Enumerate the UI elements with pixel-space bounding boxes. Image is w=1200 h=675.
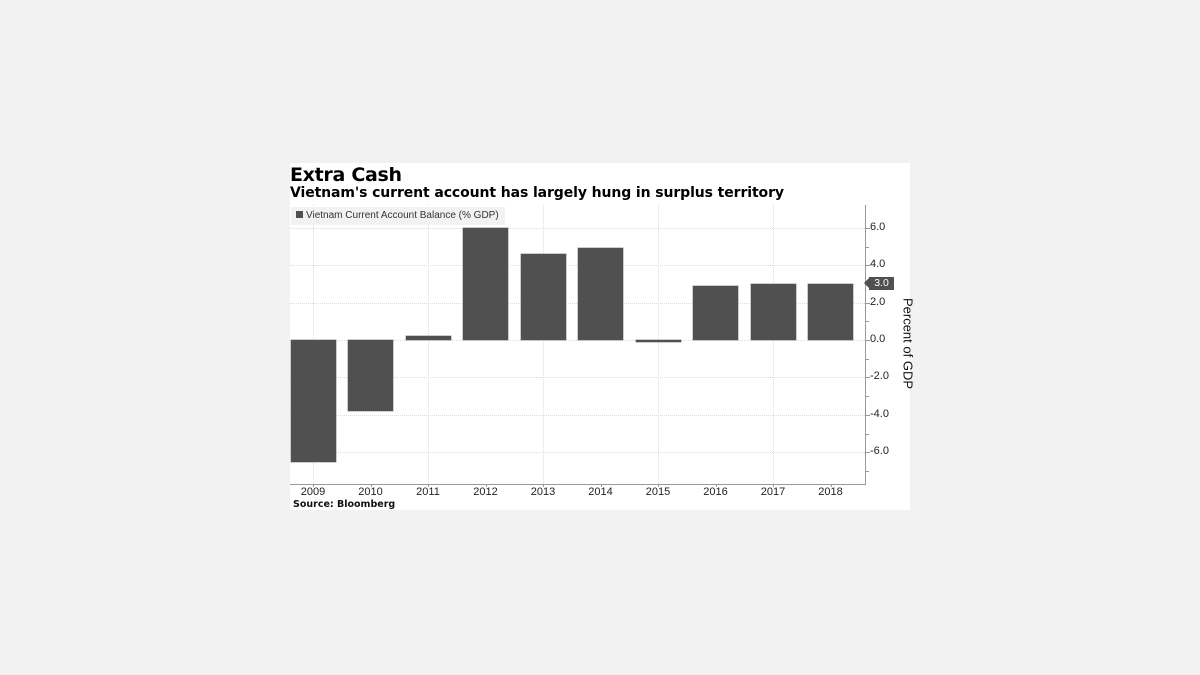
horizontal-gridline [290, 414, 865, 416]
y-minor-tick [866, 246, 869, 248]
y-tick [866, 414, 870, 416]
bar-2018[interactable] [808, 283, 853, 340]
legend-label: Vietnam Current Account Balance (% GDP) [306, 210, 499, 221]
x-tick [370, 484, 372, 487]
x-axis-line [290, 484, 866, 485]
bar-2009[interactable] [290, 340, 336, 462]
bar-2013[interactable] [520, 253, 566, 340]
y-tick [866, 265, 870, 267]
horizontal-gridline [290, 265, 865, 267]
y-minor-tick [866, 470, 869, 472]
y-tick [866, 340, 870, 341]
x-tick [313, 484, 314, 487]
bar-2012[interactable] [463, 227, 508, 340]
x-axis-label: 2014 [588, 486, 613, 498]
x-axis-label: 2015 [645, 486, 671, 498]
y-axis-label: 2.0 [870, 295, 886, 308]
x-axis-label: 2016 [703, 486, 728, 498]
horizontal-gridline [290, 227, 865, 229]
x-tick [658, 484, 659, 487]
chart-subtitle: Vietnam's current account has largely hu… [290, 185, 784, 201]
y-axis-label: 6.0 [870, 220, 886, 233]
x-axis-label: 2010 [358, 486, 383, 498]
x-axis-label: 2011 [416, 486, 440, 498]
x-axis-label: 2012 [473, 486, 498, 498]
x-axis-label: 2017 [760, 486, 786, 498]
horizontal-gridline [290, 340, 865, 341]
bar-2016[interactable] [693, 285, 738, 340]
bar-2010[interactable] [348, 340, 393, 412]
y-axis-label: 4.0 [870, 258, 886, 271]
x-axis-label: 2013 [530, 486, 556, 498]
x-tick [773, 484, 774, 487]
source-note: Source: Bloomberg [293, 499, 396, 510]
x-axis-label: 2018 [818, 486, 843, 498]
last-value-marker: 3.0 [864, 277, 894, 290]
x-tick [485, 484, 487, 487]
x-tick [600, 484, 602, 487]
y-axis-label: 0.0 [870, 333, 886, 345]
horizontal-gridline [290, 452, 865, 454]
y-minor-tick [866, 433, 869, 435]
y-axis-line [865, 205, 866, 485]
x-axis-label: 2009 [300, 486, 326, 498]
y-minor-tick [866, 358, 869, 360]
vertical-gridline [543, 205, 544, 484]
horizontal-gridline [290, 302, 865, 304]
vertical-gridline [773, 205, 774, 484]
x-tick [715, 484, 717, 487]
legend: Vietnam Current Account Balance (% GDP) [291, 207, 505, 225]
y-minor-tick [866, 396, 869, 398]
x-tick [543, 484, 544, 487]
y-axis-label: -4.0 [870, 407, 889, 420]
x-tick [830, 484, 832, 487]
legend-swatch-icon [296, 211, 303, 218]
bar-2014[interactable] [578, 248, 623, 340]
plot-area [290, 205, 865, 484]
bar-2015[interactable] [635, 340, 681, 342]
y-tick [866, 227, 870, 229]
y-tick [866, 302, 870, 304]
horizontal-gridline [290, 377, 865, 379]
y-axis-label: -2.0 [870, 370, 889, 383]
y-minor-tick [866, 321, 869, 323]
bar-2011[interactable] [405, 336, 451, 340]
bar-2017[interactable] [750, 283, 796, 340]
chart-title: Extra Cash [290, 164, 402, 186]
y-axis-label: -6.0 [870, 445, 889, 458]
y-tick [866, 377, 870, 379]
y-tick [866, 452, 870, 454]
vertical-gridline [658, 205, 659, 484]
y-axis-title: Percent of GDP [900, 297, 916, 390]
x-tick [428, 484, 429, 487]
vertical-gridline [428, 205, 429, 484]
